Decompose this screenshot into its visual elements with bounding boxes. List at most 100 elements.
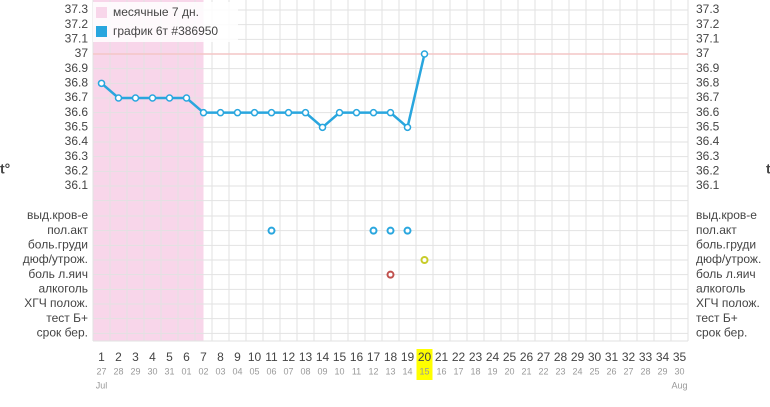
x-date-label: 28 — [113, 366, 123, 376]
legend-label: график 6т #386950 — [113, 24, 218, 38]
symptom-label: дюф/утрож. — [23, 252, 88, 266]
axis-symbol: t° — [766, 161, 770, 177]
temp-point — [233, 108, 242, 117]
symptom-label: ХГЧ полож. — [24, 296, 88, 310]
x-tick-label: 7 — [200, 350, 207, 364]
x-date-label: 16 — [436, 366, 446, 376]
temp-point — [182, 94, 191, 102]
y-tick-label-right: 37.1 — [696, 32, 720, 46]
x-date-label: 20 — [504, 366, 514, 376]
symptom-label: боль л.яич — [28, 267, 88, 281]
x-date-label: 27 — [96, 366, 106, 376]
x-date-label: 29 — [130, 366, 140, 376]
x-tick-label: 3 — [132, 350, 139, 364]
x-date-label: 10 — [334, 366, 344, 376]
x-date-label: 12 — [368, 366, 378, 376]
x-date-label: 04 — [232, 366, 242, 376]
y-tick-label: 36.7 — [65, 90, 89, 104]
x-date-label: 26 — [606, 366, 616, 376]
y-tick-label-right: 36.1 — [696, 178, 720, 192]
temp-point — [301, 108, 310, 117]
symptom-label: выд.кров-е — [27, 208, 88, 222]
x-tick-label: 4 — [149, 350, 156, 364]
x-date-label: 06 — [266, 366, 276, 376]
x-date-label: 11 — [352, 366, 361, 376]
temp-point — [131, 94, 140, 102]
x-tick-label: 8 — [217, 350, 224, 364]
temp-point — [335, 108, 344, 117]
x-date-label: 05 — [249, 366, 259, 376]
x-tick-label: 32 — [622, 350, 636, 364]
temp-point — [369, 108, 378, 117]
symptom-label: боль.груди — [28, 238, 88, 252]
symptom-label-right: тест Б+ — [696, 311, 738, 325]
legend: месячные 7 дн. график 6т #386950 — [93, 2, 238, 42]
x-tick-label: 17 — [367, 350, 381, 364]
x-tick-label: 20 — [418, 350, 432, 364]
x-tick-label: 9 — [234, 350, 241, 364]
temp-point — [216, 108, 225, 117]
x-tick-label: 14 — [316, 350, 330, 364]
x-tick-label: 28 — [554, 350, 568, 364]
y-tick-label-right: 37.2 — [696, 17, 720, 31]
y-tick-label-right: 36.6 — [696, 105, 720, 119]
x-tick-label: 21 — [435, 350, 449, 364]
x-date-label: 02 — [198, 366, 208, 376]
x-date-label: 15 — [419, 366, 429, 376]
y-tick-label-right: 36.2 — [696, 164, 720, 178]
y-tick-label: 36.8 — [65, 76, 89, 90]
x-tick-label: 31 — [605, 350, 619, 364]
y-tick-label: 37.1 — [65, 32, 89, 46]
y-tick-label: 36.1 — [65, 178, 89, 192]
temp-point — [148, 94, 157, 102]
x-date-label: 24 — [572, 366, 582, 376]
highlight-day — [416, 349, 433, 380]
x-date-label: 13 — [385, 366, 395, 376]
symptom-mark — [386, 226, 395, 235]
symptom-label-right: боль.груди — [696, 238, 756, 252]
symptom-mark — [403, 226, 412, 235]
x-date-label: 28 — [640, 366, 650, 376]
x-tick-label: 2 — [115, 350, 122, 364]
y-tick-label-right: 36.8 — [696, 76, 720, 90]
x-tick-label: 35 — [673, 350, 687, 364]
x-tick-label: 33 — [639, 350, 653, 364]
temp-point — [114, 94, 123, 102]
x-date-label: 14 — [402, 366, 412, 376]
x-tick-label: 1 — [98, 350, 105, 364]
x-tick-label: 13 — [299, 350, 313, 364]
symptom-label: тест Б+ — [46, 311, 88, 325]
temp-point — [386, 108, 395, 117]
temp-point — [284, 108, 293, 117]
x-date-label: 21 — [521, 366, 531, 376]
x-date-label: 23 — [555, 366, 565, 376]
symptom-label-right: алкоголь — [696, 282, 746, 296]
x-tick-label: 27 — [537, 350, 551, 364]
x-tick-label: 15 — [333, 350, 347, 364]
y-tick-label: 36.2 — [65, 164, 89, 178]
x-date-label: 25 — [589, 366, 599, 376]
x-tick-label: 11 — [265, 350, 278, 364]
y-tick-label-right: 36.4 — [696, 134, 720, 148]
temp-point — [250, 108, 259, 117]
symptom-label-right: дюф/утрож. — [696, 252, 761, 266]
x-date-label: 18 — [470, 366, 480, 376]
symptom-label: срок бер. — [37, 326, 88, 340]
symptom-label: пол.акт — [47, 223, 88, 237]
x-date-label: 22 — [538, 366, 548, 376]
temp-point — [165, 94, 174, 102]
x-tick-label: 22 — [452, 350, 466, 364]
x-tick-label: 5 — [166, 350, 173, 364]
x-tick-label: 30 — [588, 350, 602, 364]
y-tick-label-right: 36.5 — [696, 120, 720, 134]
x-tick-label: 16 — [350, 350, 364, 364]
x-tick-label: 23 — [469, 350, 483, 364]
temp-point — [420, 50, 429, 58]
symptom-label-right: боль л.яич — [696, 267, 756, 281]
x-date-label: 31 — [164, 366, 174, 376]
y-tick-label-right: 36.9 — [696, 61, 720, 75]
x-date-label: 19 — [487, 366, 497, 376]
x-tick-label: 26 — [520, 350, 534, 364]
x-date-label: 29 — [657, 366, 667, 376]
